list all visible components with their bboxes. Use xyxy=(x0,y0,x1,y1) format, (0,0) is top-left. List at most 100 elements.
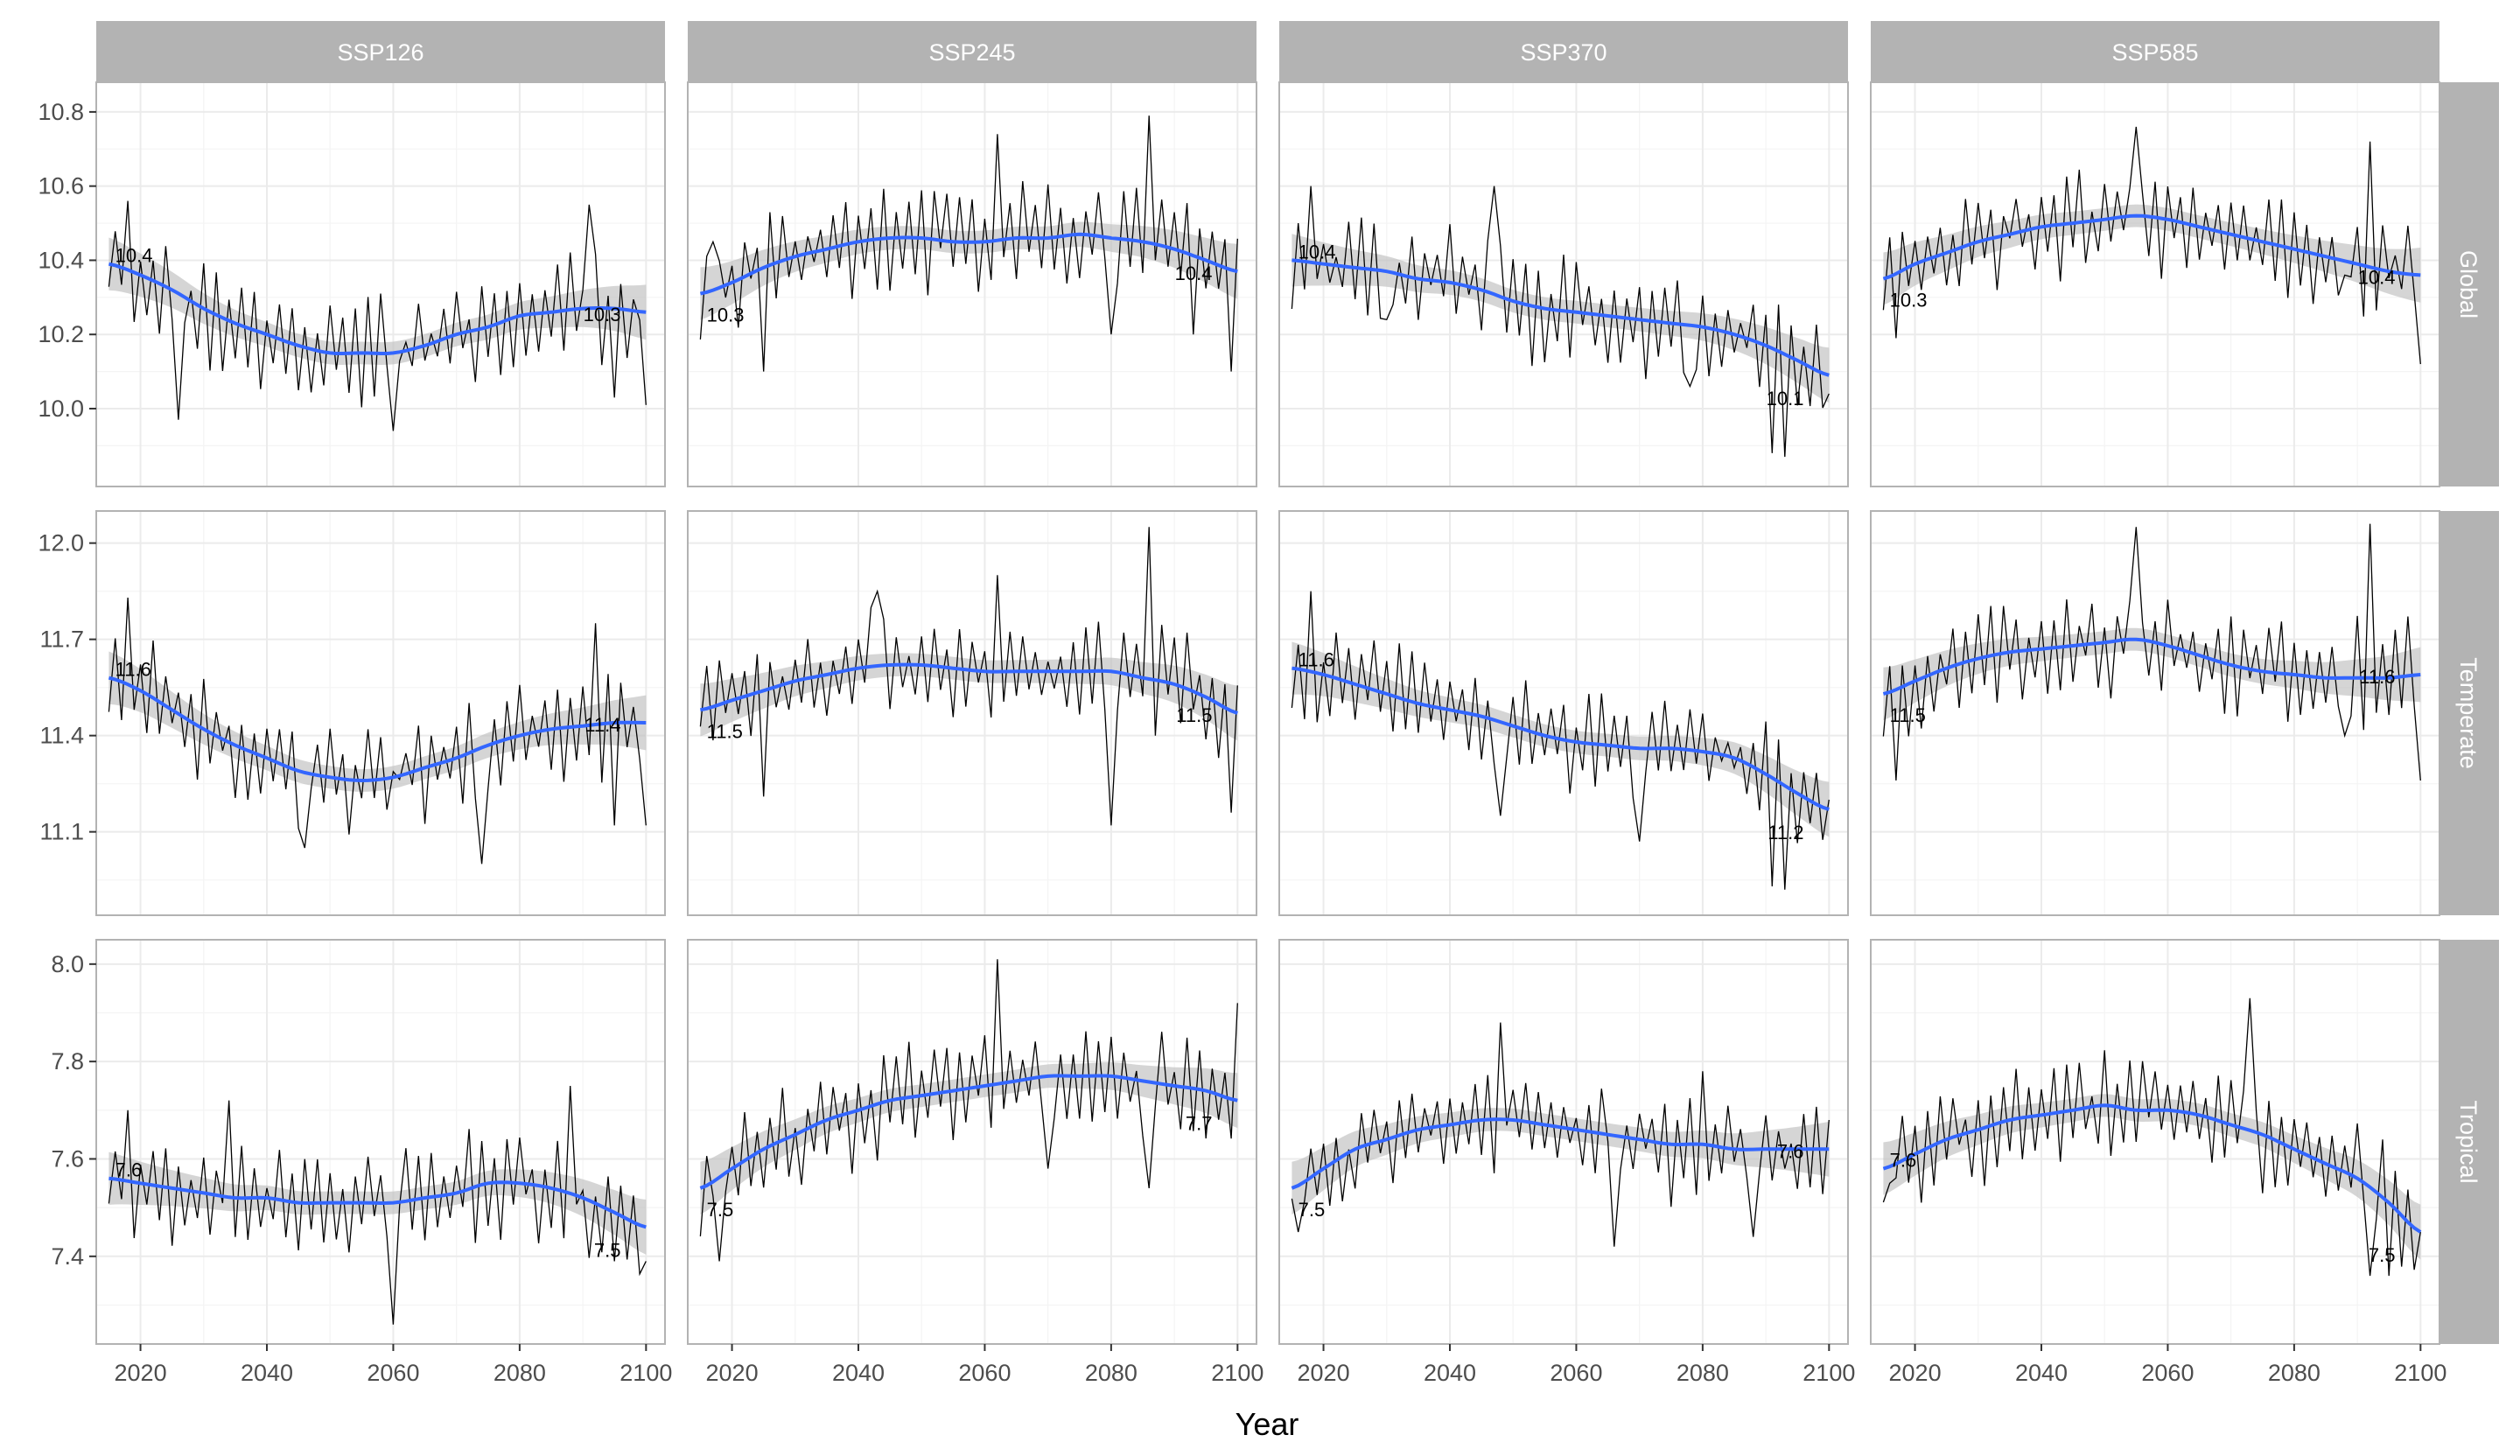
column-strip-label: SSP370 xyxy=(1520,39,1606,66)
annual-series-line xyxy=(108,597,647,864)
x-tick-label: 2100 xyxy=(2394,1360,2446,1386)
smoothed-trend-line xyxy=(699,662,1238,715)
x-tick-label: 2100 xyxy=(1211,1360,1264,1386)
start-value-label: 11.5 xyxy=(707,720,743,742)
start-value-label: 7.6 xyxy=(1890,1150,1917,1172)
panel-background xyxy=(1871,82,2440,486)
facet-panel: 7.6 7.5 xyxy=(95,939,666,1345)
confidence-ribbon xyxy=(1883,204,2421,305)
x-tick-label: 2020 xyxy=(115,1360,167,1386)
annual-series-line xyxy=(1882,126,2421,365)
end-value-label: 7.6 xyxy=(1777,1140,1804,1162)
axis-layer: 10.0 10.2 10.4 10.6 10.8 11.1 11.4 11.7 12.0 7.4 7… xyxy=(38,99,2446,1386)
x-axis-title: Year xyxy=(1236,1406,1299,1442)
start-value-label: 10.3 xyxy=(1890,290,1928,312)
annual-series-line xyxy=(1291,591,1830,890)
smoothed-trend-line xyxy=(1882,637,2421,696)
x-tick-label: 2080 xyxy=(2268,1360,2320,1386)
y-tick-label: 7.6 xyxy=(51,1145,84,1172)
column-strip-label: SSP245 xyxy=(928,39,1015,66)
facet-panel: 7.5 7.6 xyxy=(1278,939,1849,1345)
smoothed-trend-line xyxy=(699,1074,1238,1190)
start-value-label: 10.4 xyxy=(116,245,153,267)
y-tick-label: 10.6 xyxy=(38,173,84,200)
smoothed-trend-line xyxy=(1292,666,1830,811)
y-tick-label: 10.2 xyxy=(38,321,84,347)
end-value-label: 10.3 xyxy=(584,304,621,326)
confidence-ribbon xyxy=(1883,1094,2421,1260)
end-value-label: 11.2 xyxy=(1768,822,1803,844)
column-strip xyxy=(1279,21,1848,82)
x-tick-label: 2060 xyxy=(2141,1360,2194,1386)
panel-border xyxy=(1278,939,1849,1345)
y-tick-label: 11.7 xyxy=(39,626,84,653)
smoothed-trend-line xyxy=(1291,1117,1830,1190)
x-tick-label: 2060 xyxy=(1550,1360,1602,1386)
smoothed-trend-line xyxy=(699,232,1238,296)
annual-series-line xyxy=(699,527,1238,826)
x-tick-label: 2020 xyxy=(1298,1360,1350,1386)
x-tick-label: 2020 xyxy=(706,1360,759,1386)
end-value-label: 11.4 xyxy=(584,714,620,736)
strip-layer: SSP126 SSP245 SSP370 SSP585 Global Temperate T… xyxy=(96,21,2499,1344)
y-tick-label: 7.4 xyxy=(51,1243,84,1270)
panel-background xyxy=(688,82,1256,486)
panel-background xyxy=(96,82,665,486)
row-strip xyxy=(2440,511,2499,915)
y-tick-label: 7.8 xyxy=(51,1048,84,1074)
annual-series-line xyxy=(1882,523,2421,781)
facet-panel: 7.5 7.7 xyxy=(687,939,1257,1345)
end-value-label: 7.5 xyxy=(2369,1244,2396,1266)
start-value-label: 10.4 xyxy=(1298,241,1336,262)
facet-panel: 10.3 10.4 xyxy=(687,81,1257,487)
annual-series-line xyxy=(1291,186,1830,458)
start-value-label: 7.6 xyxy=(116,1159,143,1181)
column-strip xyxy=(96,21,665,82)
smoothed-trend-line xyxy=(1882,214,2421,281)
x-tick-label: 2080 xyxy=(1676,1360,1729,1386)
panel-border xyxy=(687,510,1257,916)
annual-series-line xyxy=(108,1085,647,1325)
start-value-label: 7.5 xyxy=(1298,1199,1326,1221)
confidence-ribbon xyxy=(108,651,647,792)
start-value-label: 11.6 xyxy=(116,659,151,681)
start-value-label: 11.5 xyxy=(1890,704,1926,726)
facet-panel: 11.6 11.2 xyxy=(1278,510,1849,916)
end-value-label: 10.4 xyxy=(1175,262,1213,284)
y-tick-label: 12.0 xyxy=(38,530,84,556)
panel-border xyxy=(687,939,1257,1345)
panel-background xyxy=(688,511,1256,915)
x-tick-label: 2080 xyxy=(1085,1360,1138,1386)
panel-border xyxy=(95,939,666,1345)
y-tick-label: 8.0 xyxy=(51,951,84,977)
x-tick-label: 2040 xyxy=(1424,1360,1476,1386)
panel-border xyxy=(95,510,666,916)
y-tick-label: 10.8 xyxy=(38,99,84,125)
column-strip-label: SSP585 xyxy=(2111,39,2198,66)
y-tick-label: 10.0 xyxy=(38,396,84,422)
smoothed-trend-line xyxy=(1882,1103,2422,1234)
row-strip xyxy=(2440,940,2499,1344)
y-tick-label: 11.1 xyxy=(39,819,84,845)
smoothed-trend-line xyxy=(108,1176,647,1229)
panel-background xyxy=(1279,511,1848,915)
y-tick-label: 10.4 xyxy=(38,247,84,273)
x-tick-label: 2020 xyxy=(1889,1360,1942,1386)
facet-panel: 11.5 11.6 xyxy=(1870,510,2440,916)
x-tick-label: 2040 xyxy=(832,1360,885,1386)
smoothed-trend-line xyxy=(108,676,647,783)
start-value-label: 10.3 xyxy=(707,304,745,326)
facet-panel: 11.6 11.4 xyxy=(95,510,666,916)
column-strip-label: SSP126 xyxy=(337,39,424,66)
panel-background xyxy=(96,940,665,1344)
x-tick-label: 2040 xyxy=(241,1360,293,1386)
end-value-label: 7.5 xyxy=(594,1239,621,1261)
panel-layer: 10.4 10.3 10.3 10.4 10.4 10.1 10.3 10.4 11.6 11.4… xyxy=(95,81,2440,1345)
start-value-label: 7.5 xyxy=(707,1199,734,1221)
panel-border xyxy=(1278,510,1849,916)
annual-series-line xyxy=(699,116,1238,372)
x-tick-label: 2080 xyxy=(494,1360,546,1386)
row-strip-label: Global xyxy=(2455,250,2482,318)
facet-panel: 7.6 7.5 xyxy=(1870,939,2440,1345)
facet-panel: 10.4 10.3 xyxy=(95,81,666,487)
